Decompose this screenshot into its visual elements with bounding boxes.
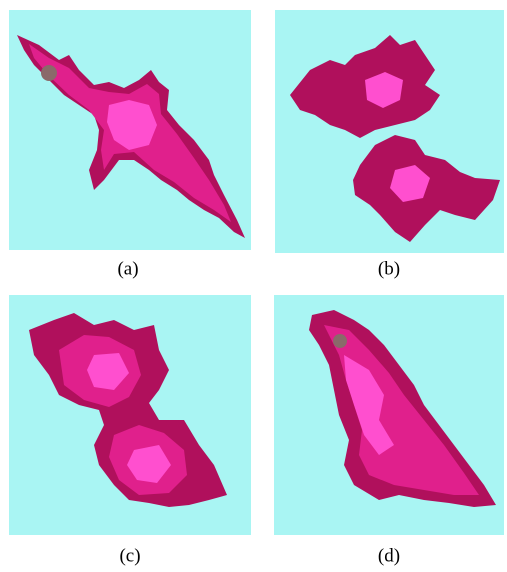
figure-canvas: (a) (b) (c) (d) [0,0,507,572]
panel-label: (d) [378,545,400,566]
panel-b [275,10,504,253]
panel-d [274,295,504,535]
panel-a [9,10,251,250]
panel-label: (b) [378,258,400,279]
panel-label: (a) [117,258,138,279]
panel-label: (c) [119,545,140,566]
panel-c [9,295,251,535]
seed-point [333,334,347,348]
seed-point [41,65,57,81]
figure: (a) (b) (c) (d) [0,0,507,572]
